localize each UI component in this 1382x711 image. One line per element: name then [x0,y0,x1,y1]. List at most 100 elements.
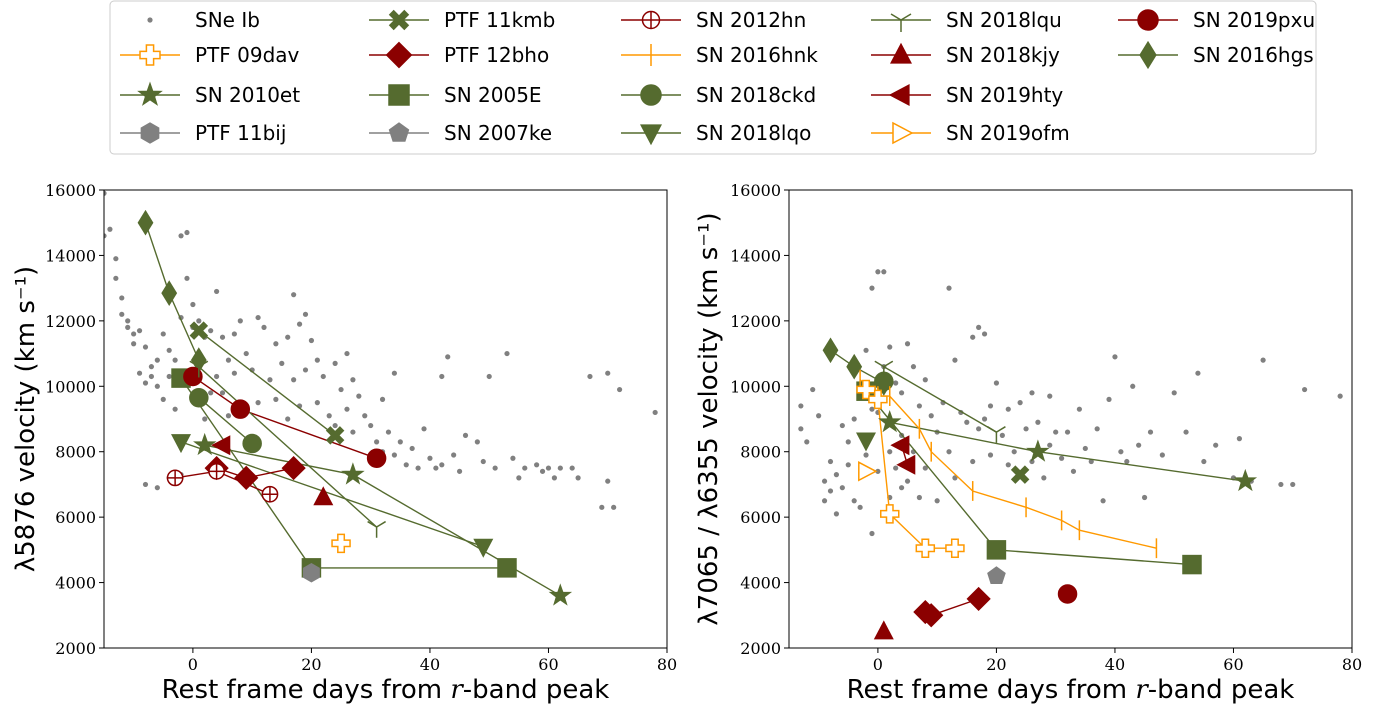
background-point [131,331,137,337]
background-point [148,373,155,380]
background-point [946,449,952,455]
y-tick-label: 8000 [740,443,781,462]
background-point [332,422,338,429]
background-point [273,341,279,347]
x-axis-label: Rest frame days from r-band peak [162,675,610,705]
background-point [1183,429,1189,435]
background-point [833,511,840,517]
x-tick-label: 40 [1105,655,1125,674]
background-point [356,393,362,399]
background-point [107,226,113,232]
background-point [184,275,190,281]
background-point [142,481,149,488]
point-sn-2007ke [987,566,1006,584]
point-sn-2010et [193,432,217,456]
point-sn-2010et [1233,468,1258,492]
x-tick-label: 20 [301,655,321,674]
background-point [1147,429,1154,435]
background-point [214,373,220,380]
left-panel: 0 20 40 60 80 2000 4000 6000 8000 10000 12000 14000… [11,181,677,705]
y-tick-label: 14000 [730,246,781,265]
legend-marker-sn-2019hty [888,84,910,106]
y-tick-label: 10000 [730,377,781,396]
plot-area [104,190,658,606]
legend-marker-ptf-11bij [140,122,160,144]
background-point [231,331,237,337]
background-point [308,337,315,344]
background-point [881,269,887,275]
point-sn-2010et [878,409,902,433]
background-point [273,396,279,402]
background-point [616,386,623,393]
background-point [255,314,261,321]
point-sn-2019hty [890,435,910,456]
legend-item-ptf-09dav: PTF 09dav [120,43,300,67]
legend-item-ptf-12bho: PTF 12bho [369,41,549,69]
background-point [599,504,605,510]
legend-item-sn-2007ke: SN 2007ke [369,121,552,145]
axes-frame [788,189,1353,649]
y-axis-label: λ7065 / λ6355 velocity (km s⁻¹) [694,212,724,625]
background-point [827,458,834,465]
background-point [1130,383,1136,389]
x-tick-label: 60 [538,655,558,674]
background-point [893,465,899,471]
point-sn-2019pxu [183,366,203,387]
background-point [904,341,911,347]
point-ptf-11kmb [189,321,209,340]
legend-label: SN 2007ke [444,121,552,145]
background-point [875,269,881,275]
legend-marker-sn-2019pxu [1137,9,1159,31]
background-point [899,390,905,396]
background-point [798,403,804,409]
background-point [391,452,397,458]
background-point [480,458,486,465]
background-point [125,318,131,324]
point-sn-2019pxu [1057,584,1078,604]
background-point [970,334,976,340]
background-point [160,396,166,402]
x-tick-label: 0 [873,655,883,674]
y-tick-label: 16000 [45,181,96,200]
background-point [976,426,982,432]
background-point [255,400,261,406]
background-point [433,465,439,471]
background-point [893,380,899,386]
point-sn-2010et [1026,439,1050,462]
background-point [611,504,617,510]
background-point [136,328,143,334]
point-sn-2018lqu [189,360,209,378]
background-point [887,449,893,455]
legend-item-ptf-11bij: PTF 11bij [120,121,286,145]
legend-marker-sn-2012hn [641,10,661,30]
background-point [522,465,528,471]
background-point [214,288,220,295]
background-point [113,256,119,262]
y-tick-label: 14000 [45,246,96,265]
background-point [403,462,409,468]
background-point [302,367,309,373]
background-point [875,468,881,474]
background-point [976,324,982,330]
point-sn-2005e [497,558,517,578]
background-point [605,478,611,484]
background-point [125,324,131,330]
legend-label: SN 2012hn [696,8,806,32]
background-point [839,485,845,491]
background-point [314,400,320,406]
background-point [993,380,1000,386]
legend-item-sn-2019ofm: SN 2019ofm [871,121,1070,145]
legend-item-sn-2010et: SN 2010et [120,81,300,107]
right-panel: 0 20 40 60 80 2000 4000 6000 8000 10000 12000 14000… [694,181,1362,705]
point-sn-2018lqo [856,432,876,452]
background-point [899,485,905,491]
background-point [1195,370,1201,376]
point-sn-2019pxu [366,448,387,469]
point-sn-2012hn [166,469,184,487]
background-point [385,429,392,435]
legend-label: SN 2010et [195,83,300,107]
legend-label: SN 2016hgs [1193,43,1314,67]
background-point [492,465,498,471]
background-point [219,334,226,340]
background-point [421,426,427,432]
